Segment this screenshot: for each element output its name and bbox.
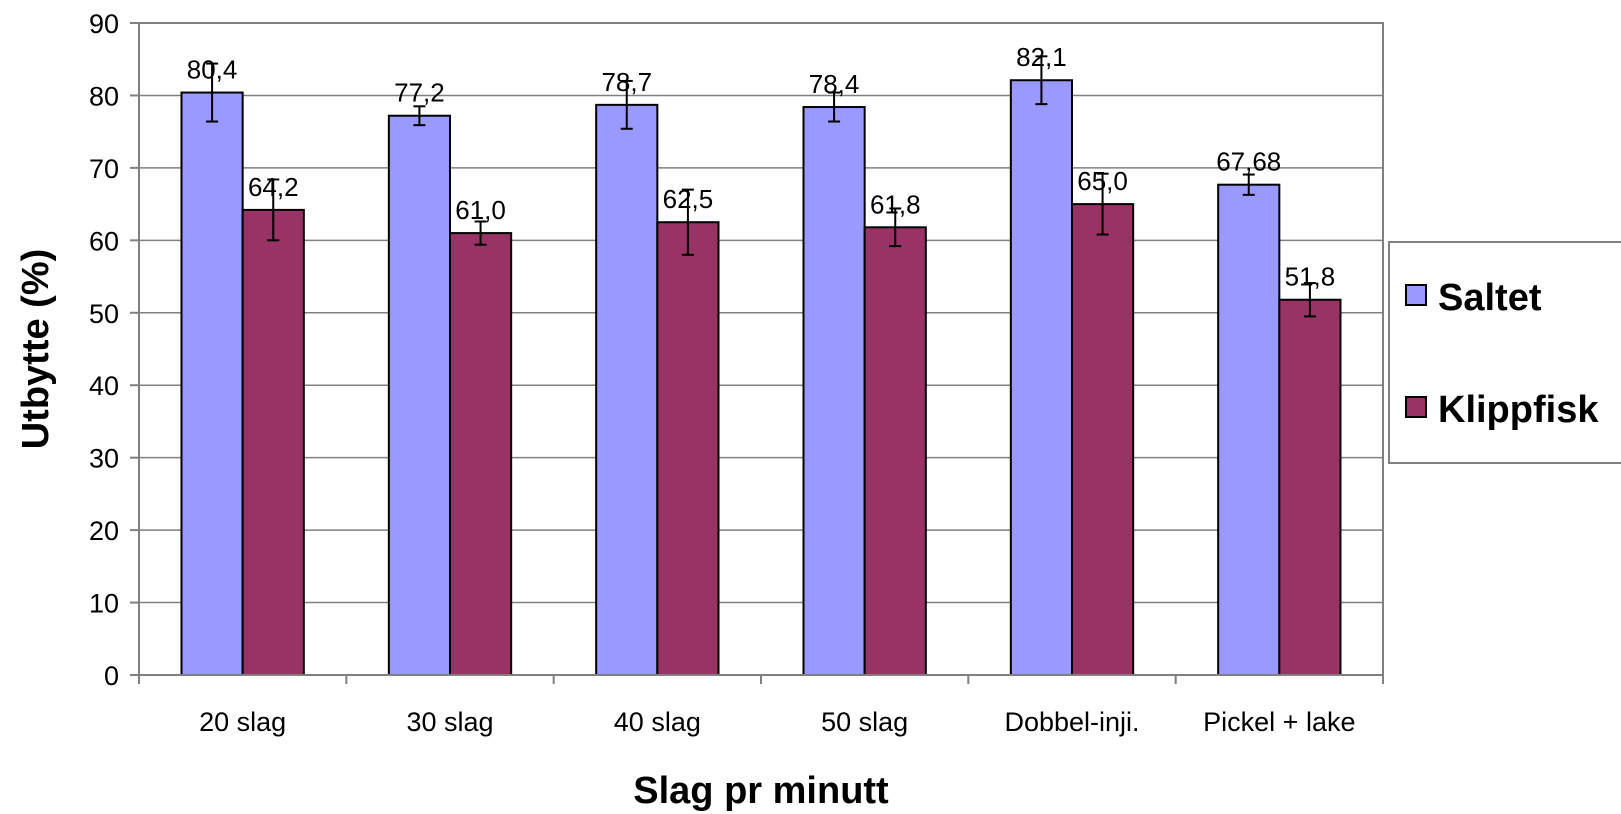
y-tick-label: 70 — [89, 154, 119, 184]
x-category-label: 30 slag — [406, 707, 493, 737]
bar-saltet-0 — [180, 91, 244, 676]
x-category-label: 50 slag — [821, 707, 908, 737]
plot-area — [138, 22, 1384, 676]
legend: Saltet Klippfisk — [1388, 241, 1621, 464]
y-tick-label: 10 — [89, 589, 119, 619]
legend-label-klippfisk: Klippfisk — [1438, 389, 1599, 431]
y-tick-label: 50 — [89, 299, 119, 329]
bar-saltet-1 — [387, 114, 452, 677]
bar-klippfisk-2 — [656, 221, 720, 676]
y-tick-label: 60 — [89, 226, 119, 256]
y-tick-label: 40 — [89, 371, 119, 401]
bar-klippfisk-4 — [1071, 203, 1135, 676]
data-label: 61,0 — [455, 195, 506, 225]
bar-klippfisk-0 — [241, 208, 305, 676]
y-tick-label: 90 — [89, 9, 119, 39]
legend-label-saltet: Saltet — [1438, 277, 1542, 319]
bar-saltet-5 — [1217, 183, 1281, 676]
data-label: 62,5 — [663, 184, 714, 214]
data-label: 61,8 — [870, 189, 921, 219]
data-label: 51,8 — [1285, 262, 1336, 292]
x-category-label: 20 slag — [199, 707, 286, 737]
x-category-label: Dobbel-inji. — [1004, 707, 1139, 737]
x-axis-title: Slag pr minutt — [633, 770, 889, 812]
axes: 0 10 20 30 40 50 60 70 80 90 20 slag 30 slag 40 slag… — [89, 9, 1384, 737]
legend-swatch-klippfisk — [1405, 396, 1427, 418]
data-label: 80,4 — [187, 55, 238, 85]
bar-saltet-4 — [1009, 79, 1074, 676]
data-labels: 80,4 77,2 78,7 78,4 82,1 67,68 64,2 61,0 62,5 61,… — [187, 42, 1335, 292]
data-label: 67,68 — [1216, 147, 1281, 177]
data-label: 64,2 — [248, 172, 299, 202]
bar-saltet-2 — [595, 103, 659, 676]
data-label: 65,0 — [1077, 166, 1128, 196]
y-tick-label: 30 — [89, 444, 119, 474]
legend-frame — [1388, 241, 1621, 464]
error-bars — [206, 55, 1316, 318]
data-label: 82,1 — [1016, 42, 1067, 72]
data-label: 77,2 — [394, 78, 445, 108]
grid-lines — [139, 22, 1383, 604]
data-label: 78,4 — [809, 69, 860, 99]
bar-klippfisk-3 — [863, 226, 927, 676]
y-tick-label: 80 — [89, 81, 119, 111]
bars — [180, 79, 1342, 677]
bar-klippfisk-1 — [449, 232, 513, 676]
x-category-label: Pickel + lake — [1203, 707, 1355, 737]
legend-swatch-saltet — [1405, 284, 1427, 306]
y-axis-title: Utbytte (%) — [15, 249, 57, 450]
bar-klippfisk-5 — [1278, 298, 1342, 676]
x-category-label: 40 slag — [614, 707, 701, 737]
data-label: 78,7 — [601, 67, 652, 97]
y-tick-label: 0 — [104, 661, 119, 691]
y-tick-label: 20 — [89, 516, 119, 546]
bar-saltet-3 — [802, 106, 866, 676]
